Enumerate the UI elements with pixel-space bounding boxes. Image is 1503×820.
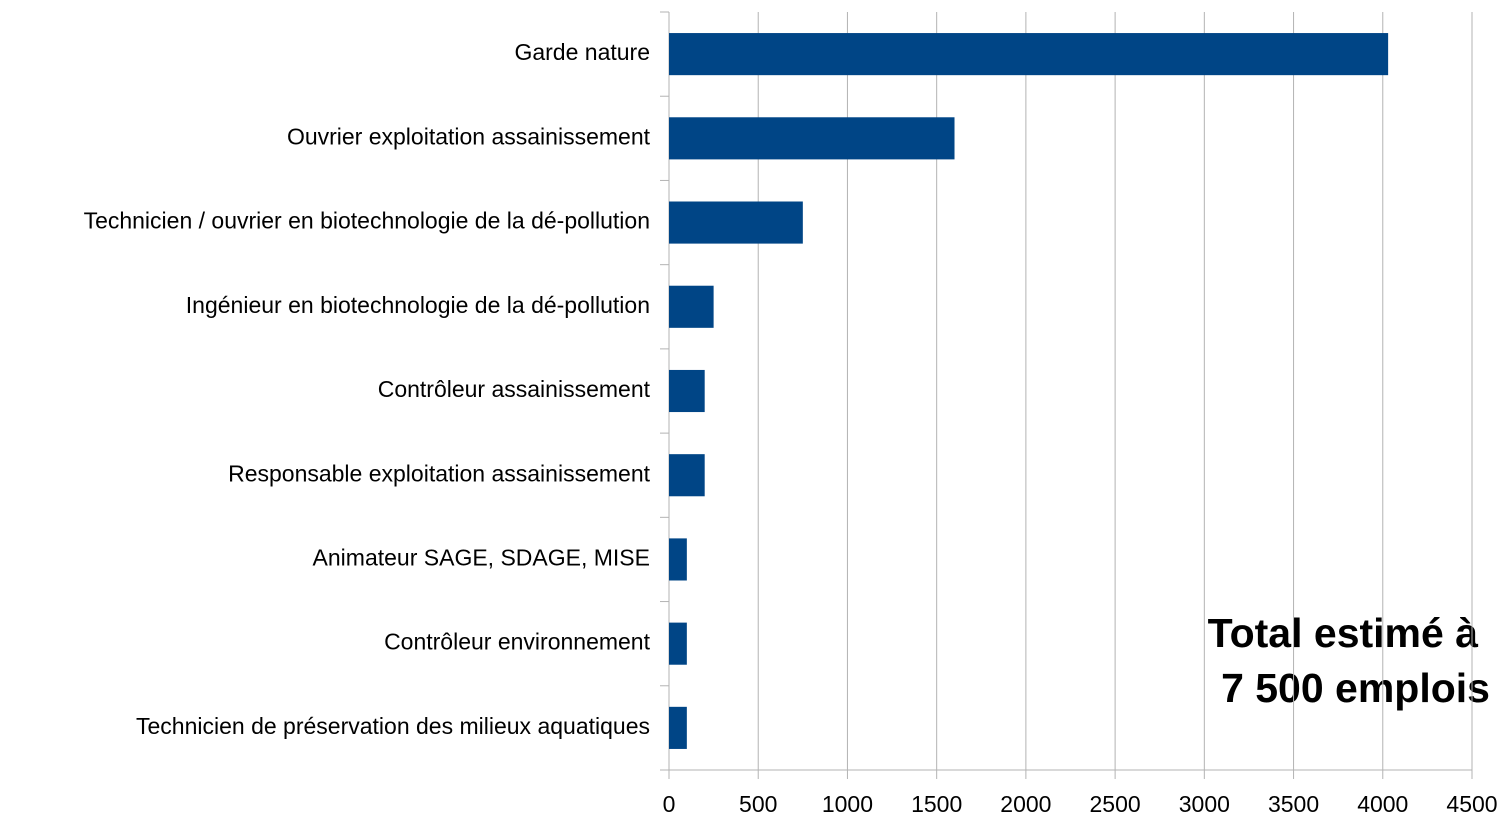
x-tick-label: 1500 [911, 791, 962, 817]
y-tick-label: Garde nature [514, 39, 650, 65]
bar [669, 454, 705, 497]
x-tick-label: 500 [739, 791, 777, 817]
x-tick-label: 4500 [1446, 791, 1497, 817]
y-tick-label: Ouvrier exploitation assainissement [287, 123, 651, 149]
x-tick-label: 2000 [1000, 791, 1051, 817]
bar [669, 33, 1389, 76]
y-tick-label: Contrôleur assainissement [378, 376, 651, 402]
x-tick-label: 2500 [1090, 791, 1141, 817]
y-tick-label: Animateur SAGE, SDAGE, MISE [313, 545, 650, 571]
annotation: 7 500 emplois [1221, 665, 1490, 711]
y-tick-label: Responsable exploitation assainissement [228, 460, 651, 486]
y-tick-label: Contrôleur environnement [384, 629, 651, 655]
y-tick-label: Ingénieur en biotechnologie de la dé-pol… [186, 292, 650, 318]
x-tick-label: 1000 [822, 791, 873, 817]
x-tick-label: 0 [663, 791, 676, 817]
x-tick-label: 3000 [1179, 791, 1230, 817]
x-tick-label: 4000 [1357, 791, 1408, 817]
bar [669, 706, 687, 749]
bar [669, 285, 714, 328]
bar [669, 622, 687, 665]
x-tick-label: 3500 [1268, 791, 1319, 817]
y-tick-label: Technicien de préservation des milieux a… [136, 713, 650, 739]
y-tick-label: Technicien / ouvrier en biotechnologie d… [84, 208, 650, 234]
bar [669, 369, 705, 413]
bar [669, 117, 955, 160]
annotation: Total estimé à [1208, 610, 1479, 656]
bar [669, 538, 687, 581]
bar [669, 201, 803, 244]
